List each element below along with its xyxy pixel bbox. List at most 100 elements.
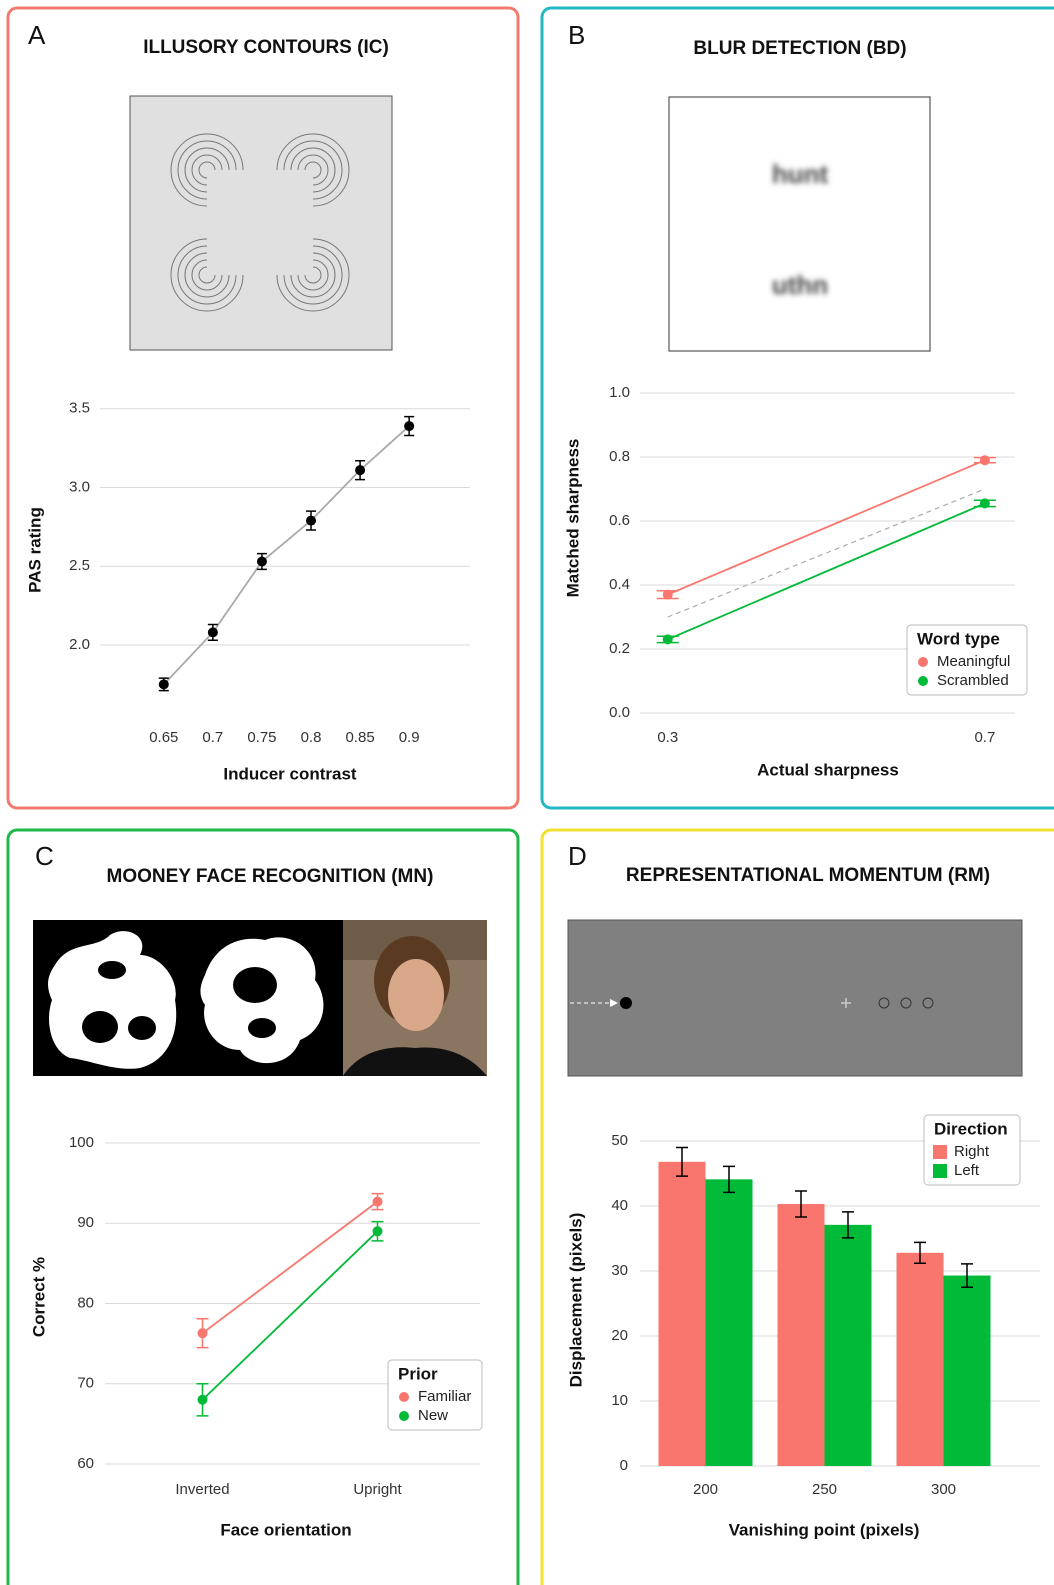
series-line xyxy=(667,459,986,596)
legend-box xyxy=(906,624,1028,696)
mooney-hole xyxy=(82,1011,118,1043)
y-tick-label: 50 xyxy=(611,1132,628,1149)
inducer-arc xyxy=(283,140,343,200)
error-bar xyxy=(961,1263,973,1288)
inducer-arc xyxy=(170,133,244,207)
face-photo-face xyxy=(388,959,444,1031)
x-tick-label: 0.85 xyxy=(345,729,374,746)
stimulus xyxy=(668,96,931,352)
inducer-arc xyxy=(276,133,350,207)
y-axis-label: Matched sharpness xyxy=(563,439,582,598)
data-point xyxy=(662,634,673,645)
legend-title: Word type xyxy=(917,629,1000,648)
data-point xyxy=(158,679,169,690)
data-point xyxy=(256,556,267,567)
data-point xyxy=(979,498,990,509)
chart-title: BLUR DETECTION (BD) xyxy=(693,38,906,59)
mooney-hole xyxy=(233,967,277,1003)
panel-label: C xyxy=(35,841,54,871)
inducer-arc xyxy=(177,140,237,200)
inducer-arc xyxy=(304,266,322,284)
data-point xyxy=(372,1226,383,1237)
inducer-arc xyxy=(283,245,343,305)
x-tick-label: 0.8 xyxy=(301,729,322,746)
x-tick-label: 0.3 xyxy=(657,729,678,746)
inducer-arc xyxy=(198,266,216,284)
error-bar xyxy=(676,1146,688,1177)
data-point xyxy=(197,1394,208,1405)
y-tick-label: 60 xyxy=(77,1455,94,1472)
legend-label: Right xyxy=(954,1143,990,1160)
chart-title: ILLUSORY CONTOURS (IC) xyxy=(143,37,389,58)
fixation-cross xyxy=(841,998,851,1008)
panel-border xyxy=(540,6,1054,810)
legend-marker xyxy=(399,1411,409,1421)
y-axis-label: Displacement (pixels) xyxy=(566,1213,585,1388)
panel-label: D xyxy=(568,841,587,871)
inducer-arc xyxy=(170,238,244,312)
x-tick-label: Upright xyxy=(353,1481,402,1498)
stimulus xyxy=(129,95,393,351)
stimulus-word: hunt xyxy=(772,159,829,189)
inducer-arc xyxy=(297,259,329,291)
y-tick-label: 0 xyxy=(620,1457,628,1474)
data-point xyxy=(404,421,415,432)
probe-circle xyxy=(922,997,934,1009)
y-tick-label: 80 xyxy=(77,1294,94,1311)
x-axis-label: Actual sharpness xyxy=(757,760,899,779)
x-tick-label: 0.7 xyxy=(202,729,223,746)
legend-label: Meaningful xyxy=(937,653,1010,670)
y-tick-label: 0.4 xyxy=(609,576,630,593)
legend-label: Familiar xyxy=(418,1388,471,1405)
y-tick-label: 0.2 xyxy=(609,640,630,657)
legend-swatch xyxy=(933,1145,947,1159)
legend-box xyxy=(387,1359,483,1431)
x-tick-label: 0.75 xyxy=(247,729,276,746)
y-tick-label: 3.0 xyxy=(69,478,90,495)
legend-marker xyxy=(918,676,928,686)
x-tick-label: 200 xyxy=(693,1481,718,1498)
inducer-arc xyxy=(276,238,350,312)
series-line xyxy=(201,1230,379,1401)
y-tick-label: 30 xyxy=(611,1262,628,1279)
legend-label: New xyxy=(418,1407,448,1424)
data-point xyxy=(979,455,990,466)
identity-line xyxy=(667,488,986,618)
error-bar xyxy=(795,1190,807,1218)
bar xyxy=(896,1252,944,1466)
series-line xyxy=(201,1200,379,1334)
legend-label: Left xyxy=(954,1162,980,1179)
x-tick-label: 0.9 xyxy=(399,729,420,746)
x-tick-label: 300 xyxy=(931,1481,956,1498)
y-tick-label: 100 xyxy=(69,1134,94,1151)
y-tick-label: 2.0 xyxy=(69,636,90,653)
panel-border xyxy=(6,828,520,1585)
series-line xyxy=(163,425,410,685)
x-tick-label: 0.65 xyxy=(149,729,178,746)
legend-title: Direction xyxy=(934,1119,1008,1138)
error-bar xyxy=(723,1165,735,1194)
error-bar xyxy=(914,1241,926,1264)
data-point xyxy=(662,589,673,600)
inducer-arc xyxy=(177,245,237,305)
face-photo-shirt xyxy=(343,1047,487,1076)
inducer-arc xyxy=(290,147,336,193)
legend-title: Prior xyxy=(398,1364,438,1383)
inducer-arc xyxy=(191,259,223,291)
y-axis-label: PAS rating xyxy=(25,507,44,593)
y-axis-label: Correct % xyxy=(29,1257,48,1337)
inducer-arc xyxy=(191,154,223,186)
inducer-arc xyxy=(304,161,322,179)
series-line xyxy=(667,502,986,641)
y-tick-label: 0.8 xyxy=(609,448,630,465)
chart-title: MOONEY FACE RECOGNITION (MN) xyxy=(107,866,434,887)
data-point xyxy=(355,465,366,476)
y-tick-label: 3.5 xyxy=(69,400,90,417)
data-point xyxy=(197,1328,208,1339)
x-tick-label: 0.7 xyxy=(974,729,995,746)
y-tick-label: 0.0 xyxy=(609,704,630,721)
x-axis-label: Vanishing point (pixels) xyxy=(729,1520,920,1539)
legend-marker xyxy=(918,657,928,667)
legend-marker xyxy=(399,1392,409,1402)
